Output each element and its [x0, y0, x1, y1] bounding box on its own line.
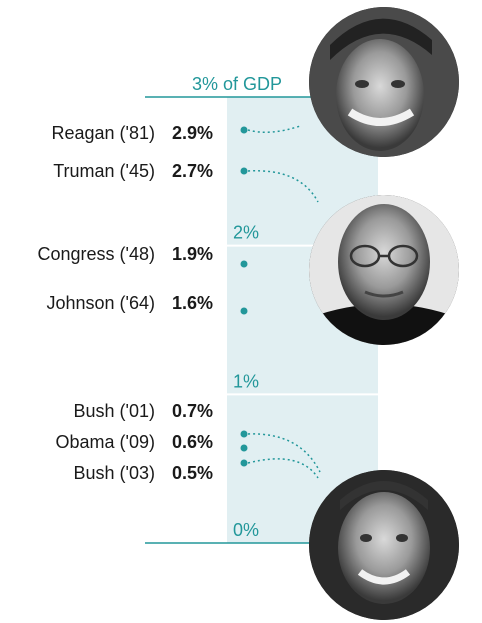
data-label: 1.6% Johnson ('64) — [46, 293, 213, 313]
y-axis-ticks: 3% of GDP 2% 1% 0% — [192, 74, 282, 540]
name-label: Congress ('48) — [38, 244, 155, 264]
data-point — [240, 444, 248, 452]
value-label: 0.6% — [172, 432, 213, 452]
data-labels: 2.9% Reagan ('81) 2.7% Truman ('45) 1.9% Cong… — [38, 123, 213, 483]
name-label: Obama ('09) — [56, 432, 155, 452]
data-points — [240, 126, 248, 467]
data-point — [240, 260, 248, 268]
value-label: 0.7% — [172, 401, 213, 421]
y-tick-label: 3% of GDP — [192, 74, 282, 94]
data-label: 0.5% Bush ('03) — [74, 463, 213, 483]
data-label: 2.9% Reagan ('81) — [52, 123, 214, 143]
data-label: 2.7% Truman ('45) — [53, 161, 213, 181]
data-label: 0.7% Bush ('01) — [74, 401, 213, 421]
portrait-bush — [309, 470, 459, 620]
data-label: 0.6% Obama ('09) — [56, 432, 213, 452]
value-label: 2.7% — [172, 161, 213, 181]
name-label: Johnson ('64) — [46, 293, 155, 313]
data-point — [240, 167, 248, 175]
name-label: Bush ('03) — [74, 463, 155, 483]
value-label: 2.9% — [172, 123, 213, 143]
y-tick-label: 2% — [233, 223, 259, 243]
connector-lines — [247, 125, 321, 479]
portrait-reagan — [309, 7, 459, 157]
y-tick-label: 0% — [233, 520, 259, 540]
data-point — [240, 307, 248, 315]
y-tick-label: 1% — [233, 371, 259, 391]
portrait-truman — [309, 195, 459, 345]
data-point — [240, 126, 248, 134]
data-point — [240, 459, 248, 467]
value-label: 1.6% — [172, 293, 213, 313]
name-label: Bush ('01) — [74, 401, 155, 421]
value-label: 1.9% — [172, 244, 213, 264]
value-label: 0.5% — [172, 463, 213, 483]
data-label: 1.9% Congress ('48) — [38, 244, 213, 264]
name-label: Truman ('45) — [53, 161, 155, 181]
data-point — [240, 430, 248, 438]
connector-line — [247, 433, 321, 473]
connector-line — [247, 458, 319, 479]
name-label: Reagan ('81) — [52, 123, 156, 143]
